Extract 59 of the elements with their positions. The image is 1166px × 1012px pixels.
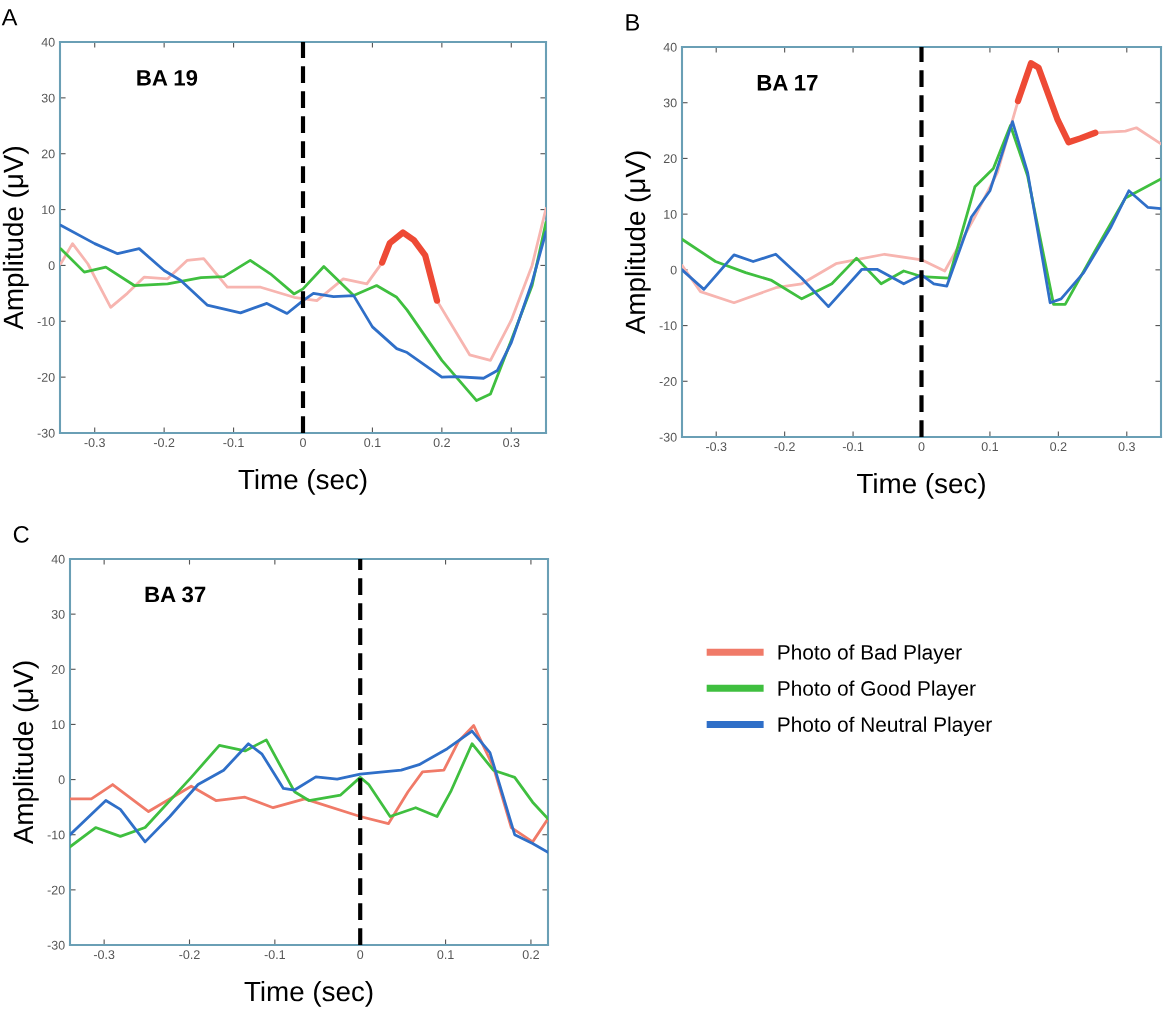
y-tick-label: -10 [47, 830, 65, 840]
x-tick-label: -0.1 [223, 438, 244, 448]
y-tick-label: -20 [659, 377, 677, 386]
x-tick-label: 0.2 [1050, 442, 1067, 452]
legend-label: Photo of Neutral Player [778, 716, 992, 737]
x-tick-label: 0.3 [503, 438, 520, 448]
y-tick-label: 40 [41, 37, 55, 47]
y-tick-label: 40 [51, 554, 65, 564]
x-tick-label: -0.1 [264, 950, 286, 960]
y-tick-label: 20 [41, 149, 55, 159]
x-tick-label: -0.2 [774, 442, 795, 452]
chart-title: B [626, 14, 640, 31]
chart-title: C [13, 526, 29, 543]
chart-title: A [1, 9, 18, 26]
y-axis-title: Amplitude (μV) [2, 147, 29, 330]
y-tick-label: 40 [663, 42, 677, 52]
x-tick-label: 0.2 [433, 438, 450, 448]
y-axis-title: Amplitude (μV) [624, 151, 651, 335]
y-tick-label: -10 [659, 321, 677, 331]
x-tick-label: 0.1 [364, 438, 381, 448]
y-tick-label: 30 [51, 609, 65, 619]
x-tick-label: -0.1 [842, 442, 864, 452]
y-tick-label: 10 [42, 205, 55, 215]
x-tick-label: -0.2 [179, 950, 200, 960]
x-tick-label: 0 [357, 950, 364, 960]
y-tick-label: 0 [58, 775, 65, 785]
x-tick-label: 0.3 [1118, 442, 1135, 452]
x-tick-label: -0.3 [706, 442, 727, 452]
x-axis-title: Time (sec) [238, 468, 367, 495]
y-tick-label: 20 [663, 154, 677, 164]
y-tick-label: 20 [51, 665, 65, 674]
y-tick-label: -20 [47, 885, 65, 895]
legend-label: Photo of Bad Player [778, 644, 962, 664]
annotation: BA 37 [145, 586, 206, 603]
x-axis-title: Time (sec) [857, 472, 985, 499]
y-tick-label: -10 [37, 317, 55, 326]
annotation: BA 19 [137, 69, 198, 86]
y-tick-label: -30 [659, 432, 677, 442]
x-tick-label: -0.2 [153, 438, 175, 448]
y-tick-label: 30 [663, 98, 677, 108]
y-tick-label: -20 [37, 372, 55, 382]
x-tick-label: 0 [300, 438, 306, 448]
x-tick-label: 0.1 [981, 442, 999, 452]
y-tick-label: -30 [47, 940, 65, 950]
y-axis-title: Amplitude (μV) [12, 661, 39, 845]
y-tick-label: 0 [48, 261, 55, 271]
y-tick-label: 0 [670, 265, 677, 275]
y-tick-label: 30 [41, 93, 55, 103]
y-tick-label: -30 [37, 428, 55, 438]
y-tick-label: 10 [664, 209, 677, 219]
x-tick-label: 0.1 [437, 950, 454, 960]
x-tick-label: -0.3 [84, 438, 105, 448]
y-tick-label: 10 [52, 720, 65, 730]
legend-label: Photo of Good Player [778, 680, 976, 700]
x-tick-label: 0 [918, 442, 925, 452]
x-axis-title: Time (sec) [244, 980, 373, 1007]
x-tick-label: -0.3 [93, 950, 115, 960]
x-tick-label: 0.2 [522, 950, 539, 960]
annotation: BA 17 [757, 75, 818, 91]
